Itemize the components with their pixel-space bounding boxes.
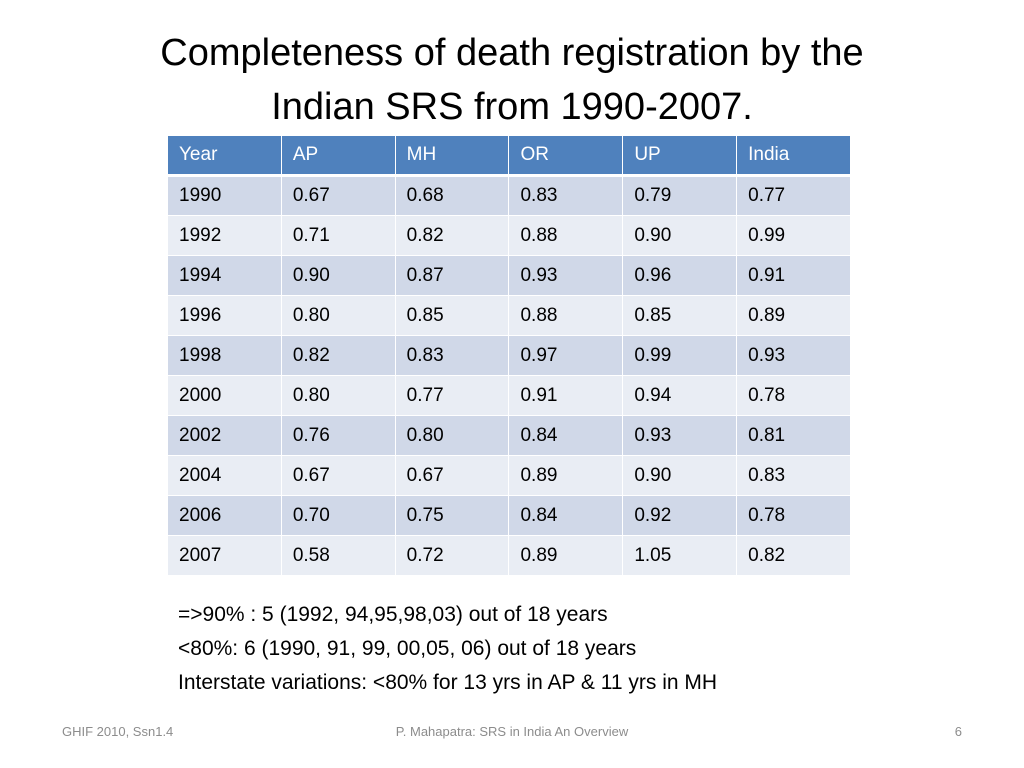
column-header-year: Year (167, 135, 282, 177)
registration-completeness-table: Year AP MH OR UP India 1990 0.67 0.68 0.… (167, 135, 851, 576)
table-cell: 0.82 (736, 535, 851, 576)
table-cell: 0.91 (508, 375, 624, 416)
table-cell: 0.90 (280, 255, 396, 296)
table-row: 1990 0.67 0.68 0.83 0.79 0.77 (167, 175, 851, 216)
table-cell: 1994 (167, 255, 282, 296)
note-line: Interstate variations: <80% for 13 yrs i… (178, 671, 718, 694)
table-cell: 0.78 (736, 375, 851, 416)
column-header-india: India (736, 135, 851, 177)
table-cell: 0.80 (280, 295, 396, 336)
table-cell: 2000 (167, 375, 282, 416)
table-row: 2004 0.67 0.67 0.89 0.90 0.83 (167, 455, 851, 496)
note-line: =>90% : 5 (1992, 94,95,98,03) out of 18 … (178, 603, 608, 626)
table-cell: 0.88 (508, 295, 624, 336)
table-cell: 0.68 (394, 175, 510, 216)
table-cell: 0.99 (622, 335, 738, 376)
footer-presentation-title: P. Mahapatra: SRS in India An Overview (395, 724, 629, 739)
table-cell: 2004 (167, 455, 282, 496)
footer-session: GHIF 2010, Ssn1.4 (62, 724, 174, 739)
table-cell: 2007 (167, 535, 282, 576)
table-cell: 0.72 (394, 535, 510, 576)
table-cell: 0.89 (508, 535, 624, 576)
table-cell: 0.75 (394, 495, 510, 536)
column-header-up: UP (622, 135, 738, 177)
table-cell: 2002 (167, 415, 282, 456)
table-row: 1996 0.80 0.85 0.88 0.85 0.89 (167, 295, 851, 336)
table-cell: 0.76 (280, 415, 396, 456)
table-cell: 0.93 (736, 335, 851, 376)
notes-block: =>90% : 5 (1992, 94,95,98,03) out of 18 … (178, 598, 717, 700)
table-cell: 0.93 (508, 255, 624, 296)
table-cell: 0.90 (622, 455, 738, 496)
table-cell: 0.87 (394, 255, 510, 296)
table-header-row: Year AP MH OR UP India (167, 135, 851, 177)
table-cell: 0.77 (736, 175, 851, 216)
table-cell: 0.82 (280, 335, 396, 376)
table-cell: 0.89 (508, 455, 624, 496)
column-header-ap: AP (280, 135, 396, 177)
table-cell: 0.88 (508, 215, 624, 256)
table-cell: 0.84 (508, 495, 624, 536)
table-cell: 2006 (167, 495, 282, 536)
table-row: 1992 0.71 0.82 0.88 0.90 0.99 (167, 215, 851, 256)
table-cell: 0.78 (736, 495, 851, 536)
table-cell: 0.83 (736, 455, 851, 496)
slide-title: Completeness of death registration by th… (160, 32, 864, 128)
slide-number: 6 (954, 724, 962, 739)
table-cell: 0.79 (622, 175, 738, 216)
table-cell: 0.92 (622, 495, 738, 536)
table-row: 2002 0.76 0.80 0.84 0.93 0.81 (167, 415, 851, 456)
table-cell: 0.93 (622, 415, 738, 456)
table-cell: 0.67 (280, 455, 396, 496)
table-cell: 0.82 (394, 215, 510, 256)
note-line: <80%: 6 (1990, 91, 99, 00,05, 06) out of… (178, 637, 637, 660)
table-cell: 0.85 (622, 295, 738, 336)
table-cell: 0.84 (508, 415, 624, 456)
table-cell: 0.80 (280, 375, 396, 416)
table-cell: 1992 (167, 215, 282, 256)
table-row: 2000 0.80 0.77 0.91 0.94 0.78 (167, 375, 851, 416)
column-header-or: OR (508, 135, 624, 177)
table-cell: 1998 (167, 335, 282, 376)
table-cell: 1996 (167, 295, 282, 336)
table-cell: 0.81 (736, 415, 851, 456)
table-cell: 0.80 (394, 415, 510, 456)
table-row: 1998 0.82 0.83 0.97 0.99 0.93 (167, 335, 851, 376)
table-cell: 0.94 (622, 375, 738, 416)
table-row: 2006 0.70 0.75 0.84 0.92 0.78 (167, 495, 851, 536)
table-cell: 1990 (167, 175, 282, 216)
table-cell: 0.70 (280, 495, 396, 536)
table-cell: 0.83 (508, 175, 624, 216)
table-cell: 0.85 (394, 295, 510, 336)
table-cell: 0.90 (622, 215, 738, 256)
table-cell: 0.99 (736, 215, 851, 256)
table-cell: 0.91 (736, 255, 851, 296)
table-cell: 0.71 (280, 215, 396, 256)
table-row: 2007 0.58 0.72 0.89 1.05 0.82 (167, 535, 851, 576)
table-cell: 0.89 (736, 295, 851, 336)
table-cell: 1.05 (622, 535, 738, 576)
table-cell: 0.83 (394, 335, 510, 376)
table-row: 1994 0.90 0.87 0.93 0.96 0.91 (167, 255, 851, 296)
table-cell: 0.67 (394, 455, 510, 496)
column-header-mh: MH (394, 135, 510, 177)
table-cell: 0.77 (394, 375, 510, 416)
table-cell: 0.96 (622, 255, 738, 296)
table-cell: 0.58 (280, 535, 396, 576)
table-cell: 0.97 (508, 335, 624, 376)
table-cell: 0.67 (280, 175, 396, 216)
